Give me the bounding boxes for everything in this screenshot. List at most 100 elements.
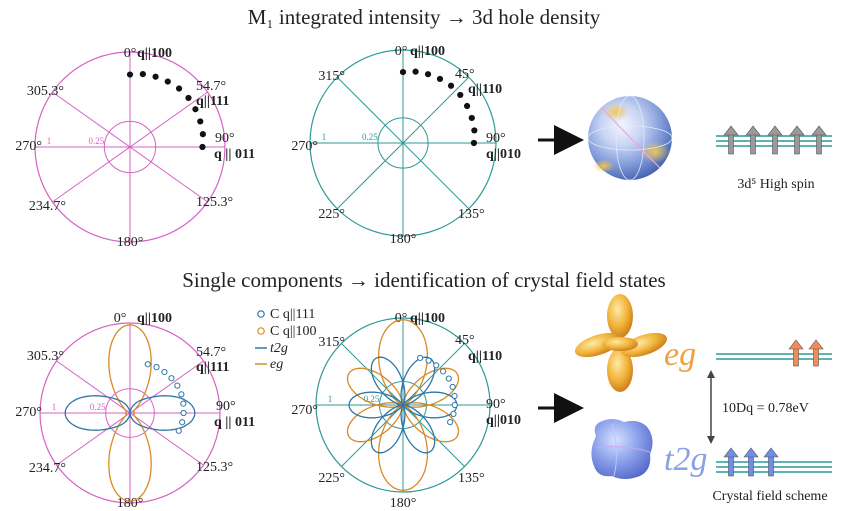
dir-q100: q||100 <box>410 44 445 59</box>
dir-q111: q||111 <box>196 94 229 109</box>
radial-label-025: 0.25 <box>364 394 380 404</box>
data-point <box>468 114 475 122</box>
data-point <box>436 75 444 83</box>
hole-density-sphere <box>587 95 673 181</box>
legend-c111: C q||111 <box>270 307 315 322</box>
dir-q011: q || 011 <box>214 147 255 162</box>
angle-label-a180: 180° <box>390 232 417 247</box>
legend-c100: C q||100 <box>270 324 316 339</box>
angle-label-a90: 90° <box>215 131 235 146</box>
angle-label-a90: 90° <box>486 131 506 146</box>
data-point <box>447 82 455 89</box>
spoke <box>336 76 470 210</box>
radial-label-1: 1 <box>47 136 52 146</box>
eg-curve <box>108 324 152 502</box>
spin-up-arrow <box>811 125 827 155</box>
dir-q100: q||100 <box>137 311 172 326</box>
c111-marker <box>153 363 160 371</box>
spoke <box>52 91 208 203</box>
c111-marker <box>425 357 432 364</box>
t2g-level-lines <box>716 447 832 477</box>
c111-marker <box>433 362 440 369</box>
splitting-arrow-bottom <box>707 436 715 444</box>
dir-q010: q||010 <box>486 413 521 428</box>
c111-marker <box>439 368 447 375</box>
data-point <box>399 68 407 76</box>
angle-label-a45: 45° <box>455 333 475 348</box>
scheme-label: Crystal field scheme <box>712 489 827 504</box>
data-point <box>185 94 192 102</box>
radial-label-025: 0.25 <box>90 402 106 412</box>
data-point <box>175 85 183 92</box>
data-point <box>457 91 464 99</box>
c111-marker <box>175 427 182 434</box>
c111-marker <box>180 400 187 407</box>
angle-label-a90: 90° <box>486 397 506 412</box>
angle-label-a125: 125.3° <box>196 195 233 210</box>
t2g-curve-3 <box>348 391 458 419</box>
legend-eg: eg <box>270 357 283 372</box>
angle-label-a270: 270° <box>291 139 318 154</box>
c111-marker <box>180 409 187 417</box>
angle-label-a315: 315° <box>318 69 345 84</box>
t2g-spin-arrow <box>723 447 739 477</box>
dir-q110: q||110 <box>468 349 502 364</box>
data-point <box>139 71 146 78</box>
dir-q011: q || 011 <box>214 415 255 430</box>
angle-label-a225: 225° <box>318 207 345 222</box>
c111-marker <box>447 419 454 426</box>
splitting-label: 10Dq = 0.78eV <box>722 401 809 416</box>
data-point <box>199 143 206 151</box>
angle-label-a125: 125.3° <box>196 460 233 475</box>
angle-label-a305: 305.3° <box>27 349 64 364</box>
angle-label-a0: 0° <box>114 311 127 326</box>
eg-label: eg <box>664 336 696 373</box>
polar-chart-1-right: 1 0.25 0° 45° 90° 135° 180° 225° 270° 315° q||100 q… <box>291 44 521 247</box>
data-point <box>197 118 204 125</box>
dir-q111: q||111 <box>196 360 229 375</box>
angle-label-a90: 90° <box>216 399 236 414</box>
c111-marker <box>451 392 458 400</box>
c111-marker <box>451 401 458 409</box>
data-point <box>424 71 432 78</box>
dir-q110: q||110 <box>468 82 502 97</box>
eg-curve-vert <box>377 319 429 491</box>
high-spin-diagram <box>716 125 832 155</box>
radial-label-1: 1 <box>328 394 333 404</box>
high-spin-label: 3d⁵ High spin <box>737 177 814 192</box>
c111-marker <box>449 383 456 391</box>
legend-c100-marker <box>257 327 265 335</box>
section1-title: M₁ integrated intensity → 3d hole densit… <box>248 5 601 29</box>
angle-label-a135: 135° <box>458 471 485 486</box>
angle-label-a0: 0° <box>395 311 408 326</box>
t2g-label: t2g <box>664 441 707 478</box>
section2-title: Single components → identification of cr… <box>182 268 665 292</box>
data-point <box>126 71 134 78</box>
eg-orbital-shape <box>574 294 668 392</box>
radial-label-025: 0.25 <box>88 136 104 146</box>
c111-marker <box>174 382 181 389</box>
angle-label-a270: 270° <box>15 405 42 420</box>
angle-label-a234: 234.7° <box>29 199 66 214</box>
angle-label-a270: 270° <box>15 139 42 154</box>
c111-marker <box>417 354 424 361</box>
angle-label-a180: 180° <box>117 235 144 250</box>
legend: C q||111 C q||100 t2g eg <box>255 307 316 372</box>
radial-label-1: 1 <box>322 132 327 142</box>
angle-label-a270: 270° <box>291 403 318 418</box>
t2g-spin-arrow <box>763 447 779 477</box>
dir-q100: q||100 <box>410 311 445 326</box>
angle-label-a234: 234.7° <box>29 461 66 476</box>
angle-label-a305: 305.3° <box>27 84 64 99</box>
splitting-arrow-top <box>707 370 715 378</box>
spin-up-arrow <box>745 125 761 155</box>
angle-label-a54: 54.7° <box>196 345 226 360</box>
c111-marker <box>168 375 175 382</box>
angle-label-a180: 180° <box>390 496 417 511</box>
eg-level-lines <box>716 339 832 367</box>
t2g-curve <box>64 395 196 431</box>
angle-label-a0: 0° <box>395 44 408 59</box>
data-point <box>412 68 419 75</box>
radial-label-1: 1 <box>52 402 57 412</box>
